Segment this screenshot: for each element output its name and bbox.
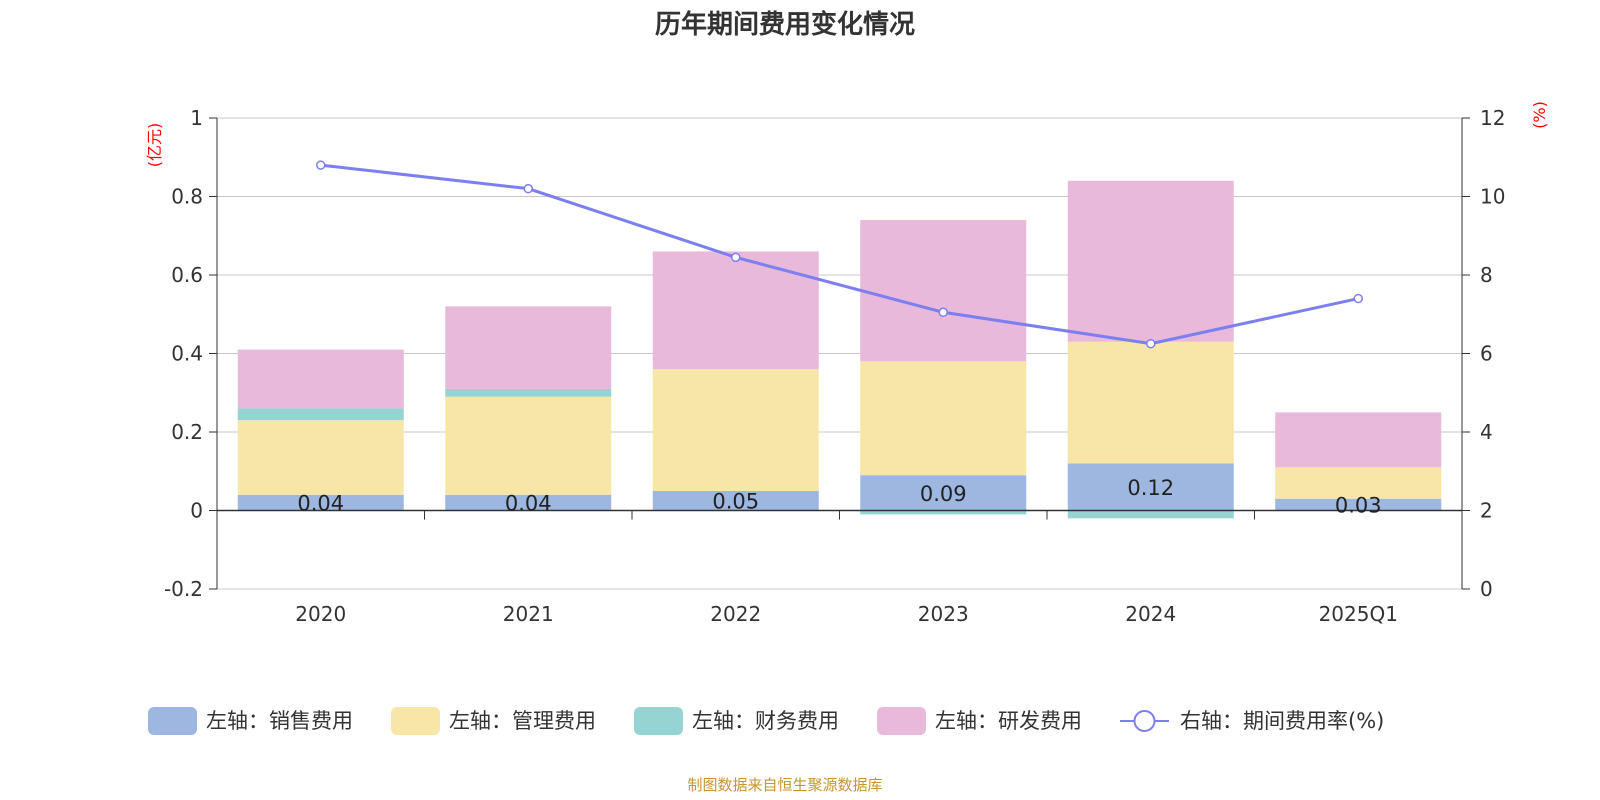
legend-label: 左轴：财务费用 <box>692 709 839 733</box>
bar-segment <box>237 408 404 421</box>
left-tick-label: 0 <box>190 499 203 523</box>
bar-segment <box>1067 510 1234 519</box>
bar-value-label: 0.04 <box>505 492 552 516</box>
legend-marker <box>1133 710 1156 732</box>
bar-segment <box>1275 498 1442 511</box>
category-label: 2020 <box>295 602 346 626</box>
rate-point <box>1146 338 1156 349</box>
bar-segment <box>652 490 819 511</box>
bars <box>237 180 1442 519</box>
right-tick-label: 8 <box>1480 263 1493 287</box>
source-note: 制图数据来自恒生聚源数据库 <box>687 776 882 794</box>
right-tick-label: 2 <box>1480 499 1493 523</box>
category-label: 2024 <box>1125 602 1176 626</box>
legend-label: 左轴：研发费用 <box>935 709 1082 733</box>
right-tick-label: 0 <box>1480 577 1493 601</box>
bar-segment <box>860 220 1027 362</box>
left-tick-label: 0.2 <box>171 420 203 444</box>
left-tick-label: 0.4 <box>171 342 203 366</box>
rate-line <box>316 160 1363 349</box>
legend-label: 左轴：管理费用 <box>449 709 596 733</box>
bar-segment <box>237 494 404 511</box>
bar-segment <box>860 361 1027 476</box>
bar-segment <box>445 396 612 495</box>
right-tick-label: 12 <box>1480 106 1505 130</box>
left-tick-label: -0.2 <box>164 577 203 601</box>
legend-swatch <box>877 707 926 735</box>
bar-segment <box>1275 467 1442 499</box>
chart-title: 历年期间费用变化情况 <box>655 9 915 40</box>
legend: 左轴：销售费用 左轴：管理费用 左轴：财务费用 左轴：研发费用 右轴：期间费用率(%) <box>148 707 1384 735</box>
left-tick-label: 1 <box>190 106 203 130</box>
category-label: 2021 <box>503 602 554 626</box>
right-tick-label: 6 <box>1480 342 1493 366</box>
left-tick-label: 0.8 <box>171 185 203 209</box>
rate-point <box>1353 293 1363 304</box>
legend-swatch <box>148 707 197 735</box>
rate-point <box>316 160 326 170</box>
rate-point <box>731 252 741 263</box>
data-labels: 0.04 0.04 0.05 0.09 0.12 0.03 <box>297 476 1381 518</box>
right-axis-unit: (%) <box>1530 101 1549 129</box>
bar-segment <box>860 475 1027 511</box>
category-label: 2022 <box>710 602 761 626</box>
legend-swatch <box>634 707 683 735</box>
legend-label: 右轴：期间费用率(%) <box>1180 709 1384 733</box>
bar-value-label: 0.04 <box>297 492 344 516</box>
rate-line-path <box>320 163 1359 346</box>
bar-segment <box>1275 412 1442 468</box>
bar-segment <box>652 369 819 491</box>
bar-segment <box>237 349 404 409</box>
bar-segment <box>860 510 1027 515</box>
legend-label: 左轴：销售费用 <box>206 709 353 733</box>
right-tick-label: 10 <box>1480 185 1505 209</box>
left-tick-label: 0.6 <box>171 263 203 287</box>
bar-segment <box>1067 180 1234 342</box>
bar-value-label: 0.05 <box>712 490 759 514</box>
bar-value-label: 0.03 <box>1335 494 1382 518</box>
bar-segment <box>237 420 404 495</box>
category-label: 2023 <box>918 602 969 626</box>
bar-segment <box>652 251 819 370</box>
category-label: 2025Q1 <box>1319 602 1398 626</box>
legend-swatch <box>391 707 440 735</box>
rate-point <box>523 183 533 194</box>
bar-value-label: 0.12 <box>1127 476 1174 500</box>
left-axis-unit: (亿元) <box>145 123 164 168</box>
bar-segment <box>1067 463 1234 511</box>
grid-lines <box>217 117 1462 590</box>
right-tick-label: 4 <box>1480 420 1493 444</box>
bar-value-label: 0.09 <box>920 482 967 506</box>
bar-segment <box>445 388 612 397</box>
bar-segment <box>445 306 612 389</box>
bar-segment <box>445 494 612 511</box>
bar-segment <box>1067 341 1234 464</box>
rate-point <box>938 307 948 318</box>
